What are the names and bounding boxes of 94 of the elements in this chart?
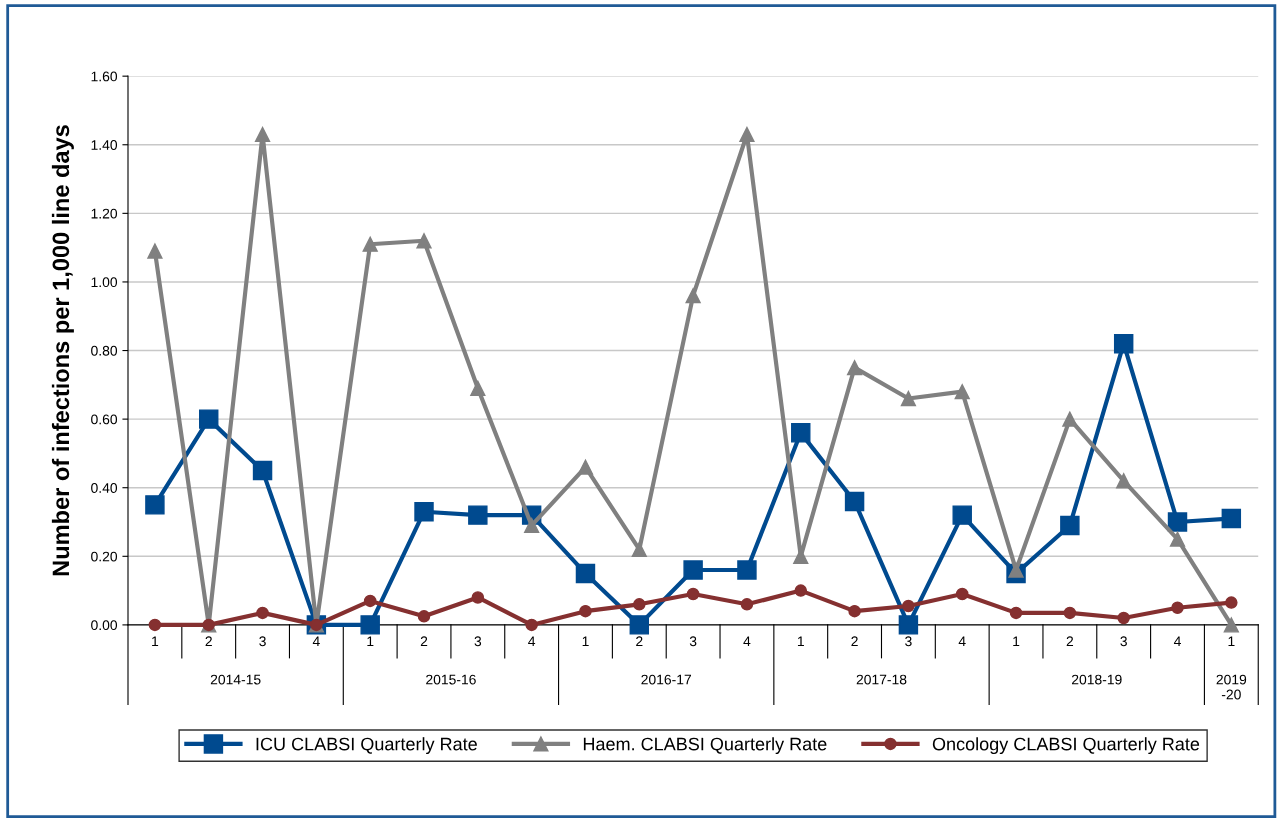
legend-label: ICU CLABSI Quarterly Rate: [256, 737, 477, 755]
x-tick-label: 4: [743, 636, 751, 647]
point: [417, 610, 431, 623]
legend-label: Haem. CLABSI Quarterly Rate: [583, 737, 827, 755]
point: [468, 505, 488, 525]
x-tick-label: 3: [1120, 636, 1127, 647]
text: 2014-15: [210, 674, 261, 685]
point: [685, 288, 701, 304]
point: [846, 360, 863, 376]
point: [148, 618, 162, 632]
point: [900, 390, 917, 407]
point: [1225, 596, 1238, 609]
point: [1223, 617, 1239, 633]
point: [362, 236, 378, 252]
legend-label: Oncology CLABSI Quarterly Rate: [932, 737, 1200, 755]
y-tick-label: 1.00: [91, 277, 118, 288]
point: [952, 505, 972, 525]
point: [683, 560, 703, 580]
x-tick-label: 2: [205, 636, 212, 647]
x-tick-label: 2: [1066, 636, 1074, 647]
point: [1221, 508, 1242, 529]
point: [575, 563, 596, 584]
y-tick-label: 1.20: [91, 208, 118, 219]
point: [1062, 411, 1078, 427]
point: [794, 584, 808, 597]
point: [199, 409, 219, 429]
point: [577, 459, 594, 475]
x-tick-label: 2: [636, 636, 643, 647]
x-tick-label: 1: [1013, 636, 1020, 647]
point: [414, 501, 434, 522]
x-tick-label: 2: [420, 636, 428, 647]
text: 2019-20: [1216, 674, 1247, 700]
x-tick-label: 4: [312, 636, 320, 647]
y-tick-label: 1.40: [91, 140, 118, 150]
point: [1169, 531, 1186, 547]
point: [256, 606, 269, 620]
y-tick-label: 0.80: [91, 345, 118, 356]
x-tick-label: 1: [797, 636, 804, 647]
x-tick-label: 4: [1173, 636, 1181, 647]
point: [1117, 611, 1130, 625]
point: [1060, 515, 1080, 536]
point: [254, 126, 271, 143]
point: [1116, 473, 1132, 489]
point: [360, 615, 380, 635]
text: 2017-18: [856, 674, 907, 685]
point: [633, 598, 646, 611]
point: [1063, 606, 1077, 620]
point: [524, 517, 540, 534]
point: [145, 495, 165, 515]
text: 2018-19: [1071, 674, 1122, 685]
y-tick-label: 0.40: [91, 483, 118, 493]
point: [631, 541, 647, 558]
point: [470, 380, 486, 396]
point: [740, 598, 754, 611]
point: [954, 384, 970, 400]
point: [686, 587, 700, 601]
point: [363, 594, 377, 608]
text: 2016-17: [641, 674, 691, 685]
point: [252, 460, 273, 481]
point: [898, 615, 919, 635]
point: [1171, 601, 1184, 614]
x-tick-label: 3: [689, 636, 697, 647]
point: [902, 599, 915, 613]
x-tick-label: 3: [474, 636, 482, 647]
point: [416, 233, 432, 249]
x-tick-label: 4: [958, 636, 966, 647]
x-tick-label: 1: [1228, 636, 1235, 647]
text: 2015-16: [426, 674, 476, 685]
point: [1167, 512, 1188, 532]
point: [579, 604, 592, 618]
y-tick-label: 0.00: [91, 620, 118, 631]
x-tick-label: 3: [905, 636, 912, 647]
point: [1113, 333, 1134, 354]
x-tick-label: 4: [528, 636, 536, 647]
point: [791, 423, 811, 443]
y-tick-label: 0.60: [91, 414, 118, 425]
point: [848, 604, 861, 618]
y-axis-title: Number of infections per 1,000 line days: [51, 125, 74, 576]
point: [629, 615, 650, 635]
y-tick-label: 1.60: [91, 71, 118, 82]
point: [1009, 606, 1023, 620]
x-tick-label: 1: [367, 636, 374, 647]
point: [955, 587, 969, 601]
point: [739, 126, 755, 143]
point: [471, 591, 485, 604]
y-tick-label: 0.20: [91, 551, 118, 562]
x-tick-label: 2: [851, 636, 858, 647]
x-tick-label: 1: [582, 636, 589, 647]
x-tick-label: 1: [152, 636, 159, 647]
point: [147, 243, 163, 259]
point: [525, 618, 538, 632]
x-tick-label: 3: [259, 636, 266, 647]
point: [737, 560, 757, 580]
point: [844, 491, 865, 512]
